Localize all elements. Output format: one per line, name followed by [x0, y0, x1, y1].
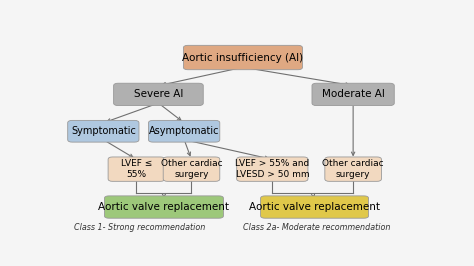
FancyBboxPatch shape: [183, 45, 302, 70]
FancyBboxPatch shape: [68, 120, 139, 142]
Text: Class 1- Strong recommendation: Class 1- Strong recommendation: [74, 223, 205, 232]
Text: LVEF > 55% and
LVESD > 50 mm: LVEF > 55% and LVESD > 50 mm: [235, 159, 310, 179]
FancyBboxPatch shape: [312, 83, 394, 106]
Text: Other cardiac
surgery: Other cardiac surgery: [161, 159, 222, 179]
FancyBboxPatch shape: [104, 196, 223, 218]
Text: Class 2a- Moderate recommendation: Class 2a- Moderate recommendation: [243, 223, 391, 232]
Text: LVEF ≤
55%: LVEF ≤ 55%: [121, 159, 152, 179]
Text: Other cardiac
surgery: Other cardiac surgery: [322, 159, 384, 179]
FancyBboxPatch shape: [148, 120, 220, 142]
FancyBboxPatch shape: [237, 157, 308, 181]
Text: Severe AI: Severe AI: [134, 89, 183, 99]
Text: Aortic valve replacement: Aortic valve replacement: [99, 202, 229, 212]
FancyBboxPatch shape: [114, 83, 203, 106]
Text: Symptomatic: Symptomatic: [71, 126, 136, 136]
FancyBboxPatch shape: [261, 196, 369, 218]
Text: Moderate AI: Moderate AI: [322, 89, 384, 99]
Text: Aortic valve replacement: Aortic valve replacement: [249, 202, 380, 212]
FancyBboxPatch shape: [325, 157, 382, 181]
FancyBboxPatch shape: [163, 157, 220, 181]
Text: Asymptomatic: Asymptomatic: [149, 126, 219, 136]
FancyBboxPatch shape: [108, 157, 164, 181]
Text: Aortic insufficiency (AI): Aortic insufficiency (AI): [182, 52, 303, 63]
